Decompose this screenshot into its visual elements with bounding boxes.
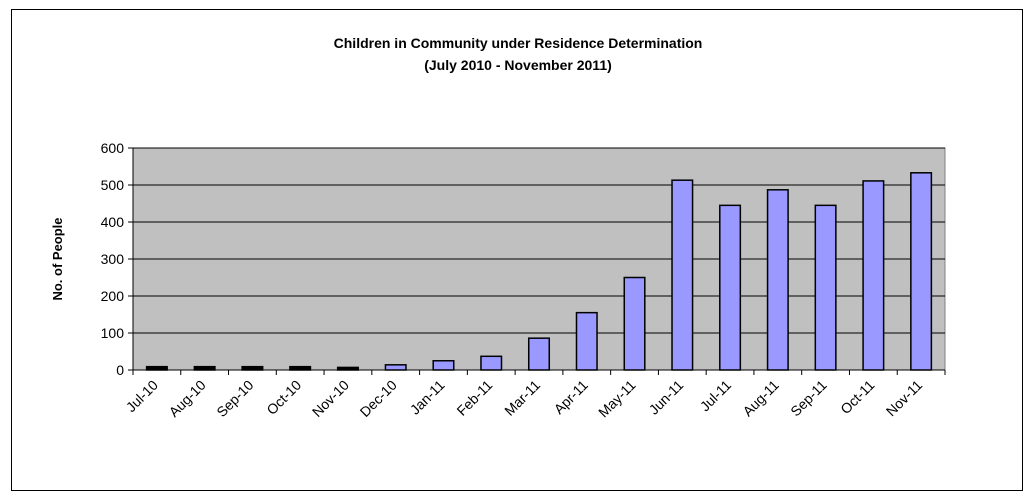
x-tick-label: Dec-10 (357, 377, 400, 420)
x-tick-label: Feb-11 (453, 377, 495, 419)
x-tick-label: May-11 (595, 377, 639, 421)
y-tick-label: 400 (101, 214, 125, 230)
axes (128, 147, 946, 375)
x-tick-label: Oct-10 (263, 377, 304, 418)
y-tick-label: 500 (101, 177, 125, 193)
bar (384, 364, 407, 371)
bar (671, 179, 694, 371)
x-tick-label: Mar-11 (501, 377, 543, 419)
y-tick-label: 300 (101, 251, 125, 267)
bar (814, 204, 837, 371)
bar (719, 204, 742, 371)
bar (432, 360, 455, 371)
x-tick-label: Jul-11 (697, 377, 735, 415)
bar (480, 355, 503, 371)
x-tick-label: Sep-10 (213, 377, 256, 420)
y-tick-labels: 0 100 200 300 400 500 600 (101, 140, 125, 378)
y-tick-label: 100 (101, 325, 125, 341)
x-tick-label: Nov-11 (883, 377, 926, 420)
x-tick-label: Aug-11 (739, 377, 782, 420)
x-tick-label: Aug-10 (166, 377, 209, 420)
x-tick-label: Nov-10 (309, 377, 352, 420)
bar (527, 337, 551, 371)
y-tick-label: 0 (116, 362, 124, 378)
y-axis-title: No. of People (50, 217, 65, 300)
y-tick-label: 200 (101, 288, 125, 304)
bar (623, 276, 646, 371)
x-tick-label: Apr-11 (551, 377, 591, 417)
gridlines (133, 147, 945, 334)
bar (862, 180, 885, 371)
chart-title: Children in Community under Residence De… (333, 35, 703, 51)
bar (766, 189, 789, 371)
x-tick-label: Jul-10 (123, 377, 161, 415)
x-tick-label: Oct-11 (837, 377, 877, 417)
x-tick-label: Jan-11 (407, 377, 448, 418)
x-tick-label: Sep-11 (787, 377, 830, 420)
x-tick-labels: Jul-10 Aug-10 Sep-10 Oct-10 Nov-10 Dec-10 Jan-… (123, 377, 926, 421)
chart-subtitle: (July 2010 - November 2011) (424, 57, 612, 73)
bar (910, 172, 933, 371)
y-tick-label: 600 (101, 140, 125, 156)
x-tick-label: Jun-11 (646, 377, 687, 418)
bar (575, 311, 598, 371)
